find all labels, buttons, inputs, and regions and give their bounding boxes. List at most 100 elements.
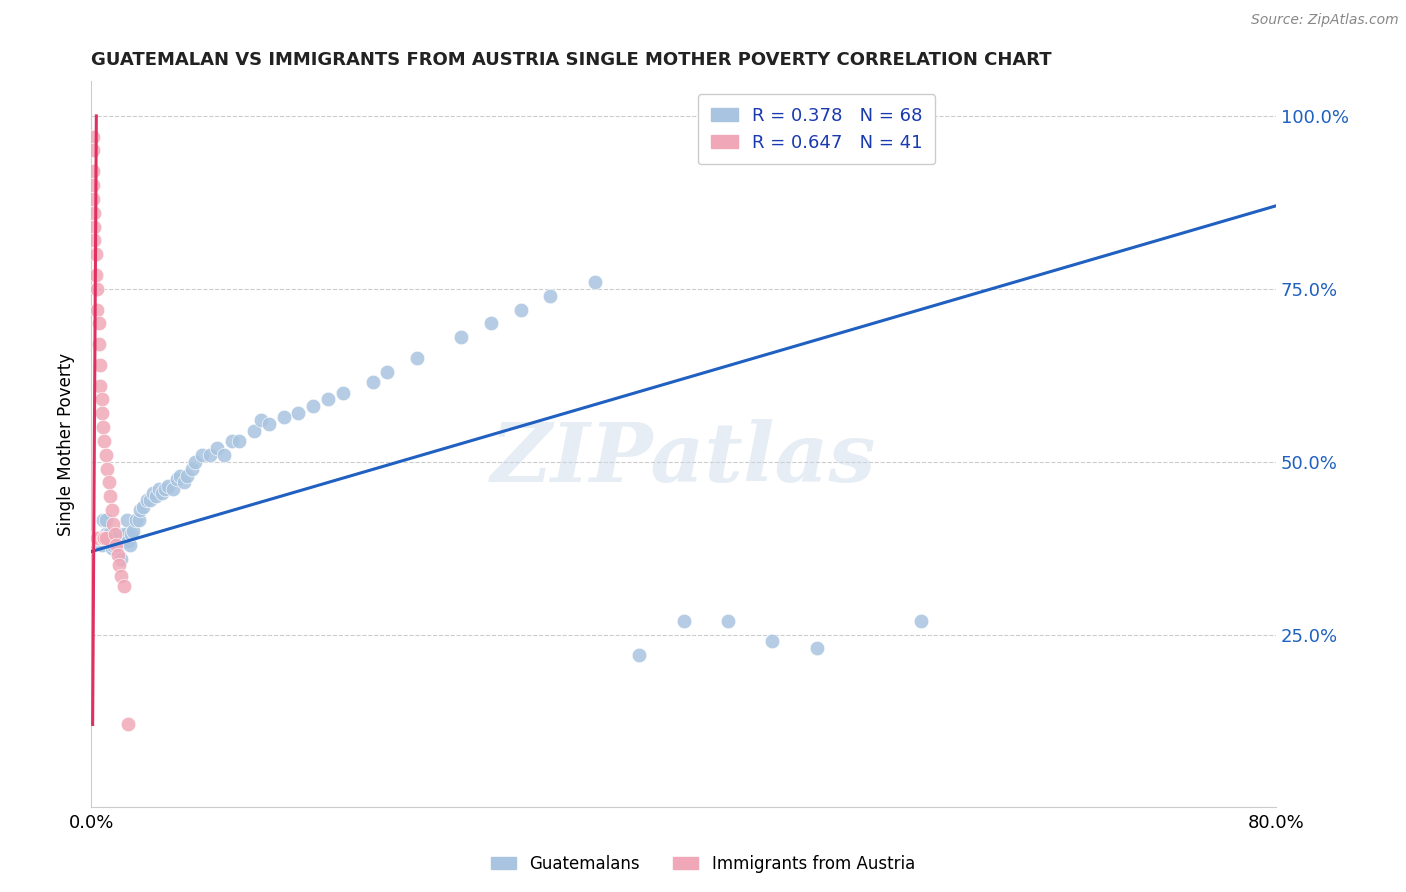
Point <box>83 531 105 545</box>
Point <box>302 400 325 414</box>
Point <box>120 527 142 541</box>
Point <box>84 531 107 545</box>
Point <box>94 531 117 545</box>
Point <box>83 205 105 219</box>
Point <box>117 534 139 549</box>
Point <box>108 558 131 573</box>
Text: ZIPatlas: ZIPatlas <box>491 419 876 499</box>
Point <box>114 527 136 541</box>
Point <box>104 531 127 545</box>
Point <box>93 531 115 545</box>
Point <box>628 648 651 663</box>
Point <box>176 468 198 483</box>
Point <box>86 302 108 317</box>
Point <box>538 289 561 303</box>
Point <box>96 461 118 475</box>
Point <box>87 317 110 331</box>
Point <box>806 641 828 656</box>
Point <box>108 527 131 541</box>
Point <box>257 417 280 431</box>
Point <box>139 492 162 507</box>
Point <box>115 513 138 527</box>
Point <box>84 247 107 261</box>
Point <box>112 534 135 549</box>
Point <box>316 392 339 407</box>
Point <box>672 614 695 628</box>
Text: GUATEMALAN VS IMMIGRANTS FROM AUSTRIA SINGLE MOTHER POVERTY CORRELATION CHART: GUATEMALAN VS IMMIGRANTS FROM AUSTRIA SI… <box>91 51 1052 69</box>
Point <box>479 317 502 331</box>
Point <box>90 538 112 552</box>
Point <box>82 531 104 545</box>
Point <box>148 483 170 497</box>
Point <box>153 483 176 497</box>
Point <box>583 275 606 289</box>
Point <box>89 358 111 372</box>
Point <box>287 406 309 420</box>
Point <box>87 531 110 545</box>
Point <box>82 178 104 192</box>
Point <box>100 489 122 503</box>
Point <box>169 468 191 483</box>
Point <box>173 475 195 490</box>
Point <box>91 531 114 545</box>
Y-axis label: Single Mother Poverty: Single Mother Poverty <box>58 353 75 536</box>
Point <box>180 461 202 475</box>
Point <box>93 434 115 448</box>
Point <box>132 500 155 514</box>
Point <box>110 551 132 566</box>
Point <box>82 192 104 206</box>
Point <box>361 375 384 389</box>
Point <box>86 531 108 545</box>
Point <box>84 268 107 282</box>
Point <box>142 485 165 500</box>
Point <box>761 634 783 648</box>
Point <box>86 282 108 296</box>
Point <box>377 365 399 379</box>
Point <box>82 129 104 144</box>
Point <box>228 434 250 448</box>
Point <box>103 538 125 552</box>
Point <box>717 614 740 628</box>
Point <box>117 717 139 731</box>
Point <box>104 527 127 541</box>
Point <box>100 531 122 545</box>
Point <box>205 441 228 455</box>
Point <box>150 485 173 500</box>
Point <box>107 548 129 562</box>
Point <box>221 434 243 448</box>
Point <box>82 164 104 178</box>
Point <box>250 413 273 427</box>
Point <box>124 513 146 527</box>
Point <box>243 424 266 438</box>
Point <box>509 302 531 317</box>
Point <box>91 420 114 434</box>
Point <box>162 483 184 497</box>
Point <box>166 472 188 486</box>
Point <box>101 541 124 555</box>
Point <box>94 527 117 541</box>
Point <box>118 538 141 552</box>
Point <box>145 489 167 503</box>
Point <box>83 234 105 248</box>
Point <box>121 524 143 538</box>
Point <box>157 479 180 493</box>
Point <box>110 569 132 583</box>
Point <box>128 513 150 527</box>
Point <box>97 527 120 541</box>
Point <box>136 492 159 507</box>
Point <box>101 503 124 517</box>
Legend: Guatemalans, Immigrants from Austria: Guatemalans, Immigrants from Austria <box>485 848 921 880</box>
Point <box>332 385 354 400</box>
Point <box>94 513 117 527</box>
Point <box>450 330 472 344</box>
Point <box>91 513 114 527</box>
Point <box>89 378 111 392</box>
Point <box>90 392 112 407</box>
Legend: R = 0.378   N = 68, R = 0.647   N = 41: R = 0.378 N = 68, R = 0.647 N = 41 <box>697 94 935 164</box>
Point <box>406 351 429 365</box>
Point <box>83 219 105 234</box>
Point <box>107 538 129 552</box>
Text: Source: ZipAtlas.com: Source: ZipAtlas.com <box>1251 13 1399 28</box>
Point <box>90 406 112 420</box>
Point <box>97 475 120 490</box>
